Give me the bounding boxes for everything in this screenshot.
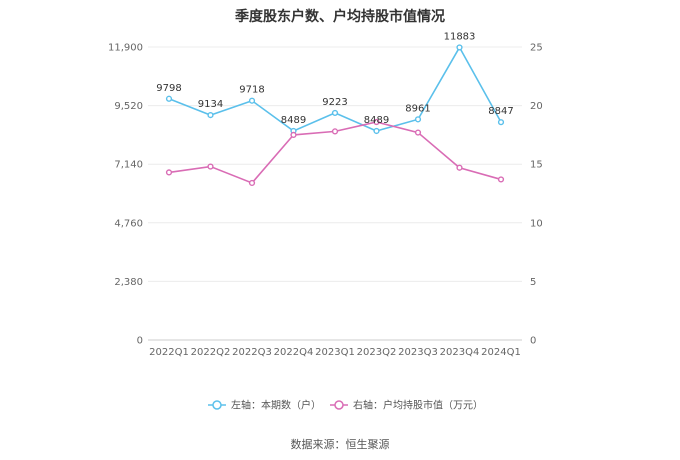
- data-point: [497, 176, 505, 183]
- data-point: [456, 164, 463, 171]
- legend: 左轴：本期数（户） 右轴：户均持股市值（万元）: [208, 399, 483, 412]
- x-tick-label: 2024Q1: [481, 347, 521, 358]
- left-tick-label: 2,380: [114, 277, 143, 288]
- data-point: [165, 169, 173, 176]
- legend-label: 左轴：本期数（户）: [231, 399, 321, 412]
- data-label: 8961: [405, 103, 430, 114]
- data-point: [414, 129, 422, 136]
- data-label: 8847: [488, 106, 513, 117]
- grid-lines: [148, 46, 522, 341]
- x-tick-label: 2022Q2: [191, 347, 231, 358]
- data-point: [456, 44, 463, 51]
- data-label: 9718: [239, 85, 264, 96]
- x-axis-ticks: 2022Q1 2022Q2 2022Q3 2022Q4 2023Q1 2023Q2 2023…: [149, 347, 521, 358]
- series-points: [165, 44, 505, 187]
- data-point: [207, 163, 214, 170]
- x-tick-label: 2023Q2: [357, 347, 397, 358]
- right-tick-label: 20: [530, 101, 543, 112]
- legend-marker: [212, 400, 222, 410]
- left-tick-label: 11,900: [108, 43, 143, 54]
- left-axis-ticks: 0 2,380 4,760 7,140 9,520 11,900: [108, 43, 143, 347]
- x-tick-label: 2022Q1: [149, 347, 189, 358]
- right-tick-label: 25: [530, 43, 543, 54]
- data-label: 8489: [281, 115, 306, 126]
- data-label: 9134: [198, 99, 223, 110]
- data-label: 9223: [322, 97, 347, 108]
- right-axis-ticks: 0 5 10 15 20 25: [530, 43, 543, 347]
- data-labels: 9798 9134 9718 8489 9223 8489 8961 11883 8847: [156, 31, 513, 126]
- data-point: [248, 179, 256, 187]
- data-point: [414, 116, 422, 123]
- data-point: [331, 109, 339, 117]
- left-tick-label: 4,760: [114, 218, 143, 229]
- left-tick-label: 7,140: [114, 160, 143, 171]
- data-point: [497, 119, 505, 126]
- x-tick-label: 2023Q1: [315, 347, 355, 358]
- right-tick-label: 15: [530, 160, 543, 171]
- x-tick-label: 2023Q3: [398, 347, 438, 358]
- legend-marker: [334, 400, 344, 410]
- data-point: [165, 95, 173, 102]
- left-tick-label: 0: [137, 336, 143, 347]
- right-tick-label: 0: [530, 336, 536, 347]
- x-tick-label: 2022Q4: [274, 347, 314, 358]
- data-point: [207, 112, 214, 119]
- data-point: [290, 131, 297, 139]
- x-tick-label: 2023Q4: [440, 347, 480, 358]
- left-tick-label: 9,520: [114, 101, 143, 112]
- data-label: 11883: [444, 31, 476, 42]
- right-tick-label: 5: [530, 277, 536, 288]
- data-point: [373, 127, 380, 135]
- data-source: 数据来源：恒生聚源: [290, 438, 390, 451]
- data-point: [373, 118, 380, 126]
- data-point: [248, 97, 256, 104]
- series-line-1: [168, 45, 502, 132]
- x-tick-label: 2022Q3: [232, 347, 272, 358]
- legend-label: 右轴：户均持股市值（万元）: [353, 399, 483, 412]
- chart-title: 季度股东户数、户均持股市值情况: [235, 9, 445, 25]
- right-tick-label: 10: [530, 218, 543, 229]
- data-label: 9798: [156, 83, 181, 94]
- data-point: [331, 128, 339, 135]
- data-label: 8489: [364, 115, 389, 126]
